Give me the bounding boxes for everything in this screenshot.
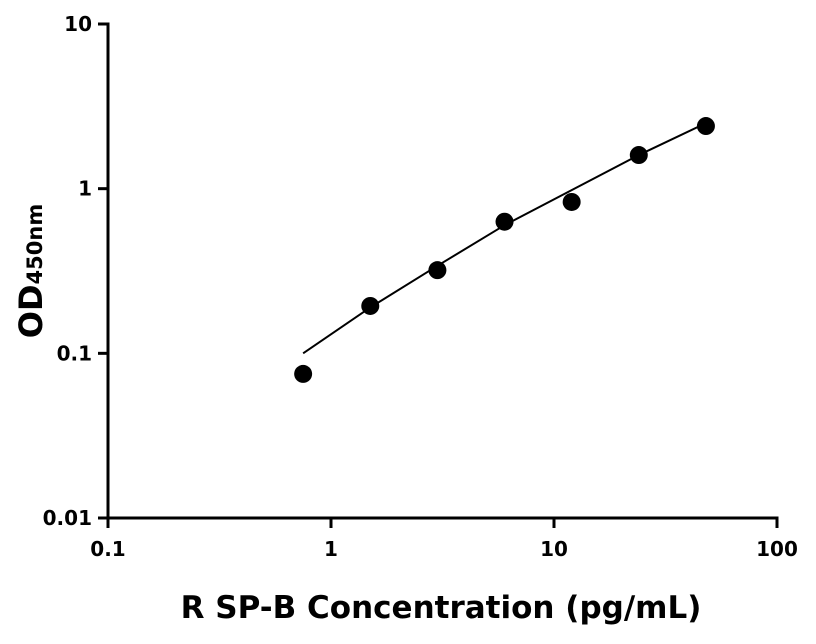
data-point (294, 364, 313, 383)
x-tick-label: 100 (756, 537, 798, 561)
data-point (562, 192, 581, 211)
x-tick-label: 0.1 (90, 537, 125, 561)
y-tick-label: 0.01 (43, 506, 92, 530)
fit-line (302, 122, 707, 355)
y-tick-label: 10 (64, 12, 92, 36)
y-tick-label: 1 (78, 177, 92, 201)
x-axis-label: R SP-B Concentration (pg/mL) (181, 590, 702, 626)
data-point (428, 261, 447, 280)
y-axis-label: OD450nm (12, 204, 50, 338)
data-point (696, 117, 715, 136)
y-label-sub: 450nm (23, 204, 47, 285)
y-label-main: OD (12, 284, 50, 338)
data-point (495, 212, 514, 231)
y-tick-label: 0.1 (57, 341, 92, 365)
x-tick-label: 1 (324, 537, 338, 561)
x-tick-label: 10 (540, 537, 568, 561)
